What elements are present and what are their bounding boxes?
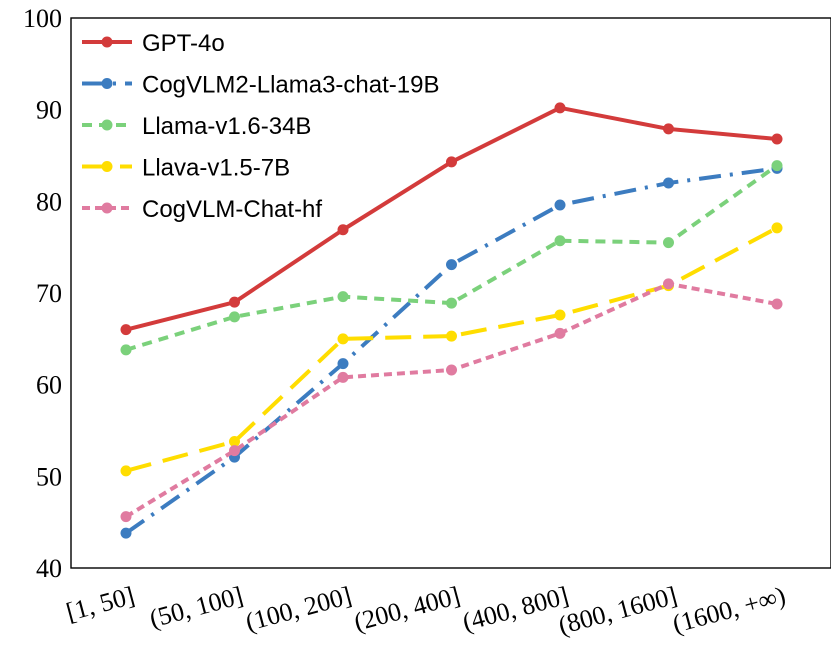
series-cogvlm2-llama3-chat-19b (120, 162, 783, 539)
legend-label: CogVLM-Chat-hf (142, 196, 322, 223)
data-point (771, 133, 783, 145)
data-point (663, 278, 674, 290)
series-line (124, 166, 778, 535)
data-point (120, 324, 132, 336)
data-point (554, 327, 566, 339)
x-tick-label: (50, 100] (146, 581, 246, 634)
legend-label: Llama-v1.6-34B (142, 113, 311, 140)
data-point (120, 527, 132, 539)
y-tick-label-40: 40 (36, 554, 62, 583)
data-point (446, 330, 457, 342)
data-point (771, 222, 783, 234)
y-tick-label-60: 60 (36, 371, 62, 400)
y-tick-label-70: 70 (36, 279, 62, 308)
data-point (554, 309, 566, 321)
legend: GPT-4o CogVLM2-Llama3-chat-19B Llama-v1.6-… (82, 30, 439, 223)
x-tick-label: (100, 200] (242, 581, 354, 637)
data-point (229, 445, 240, 457)
y-tick-label-100: 100 (23, 4, 62, 33)
data-point (337, 224, 349, 236)
data-point (337, 371, 349, 383)
data-point (663, 123, 674, 135)
y-tick-label-80: 80 (36, 187, 62, 216)
series-llama-v1-6-34b (120, 160, 783, 356)
data-point (663, 177, 674, 189)
data-point (337, 291, 349, 303)
data-point (446, 364, 457, 376)
x-tick-label: (200, 400] (351, 581, 463, 637)
plot-area-frame (70, 17, 831, 569)
data-point (446, 259, 457, 271)
series-layer (120, 102, 783, 539)
legend-item-cogvlm2-llama3-chat-19b: CogVLM2-Llama3-chat-19B (82, 72, 439, 99)
legend-marker (101, 161, 113, 172)
data-point (446, 156, 457, 168)
legend-label: CogVLM2-Llama3-chat-19B (142, 72, 439, 99)
data-point (337, 358, 349, 370)
y-tick-label-50: 50 (36, 462, 62, 491)
legend-item-llava-v1-5-7b: Llava-v1.5-7B (82, 155, 290, 182)
data-point (229, 311, 240, 323)
legend-item-llama-v1-6-34b: Llama-v1.6-34B (82, 113, 311, 140)
data-point (771, 160, 783, 172)
data-point (554, 199, 566, 211)
series-line (125, 163, 779, 352)
data-point (337, 333, 349, 345)
legend-item-gpt-4o: GPT-4o (82, 30, 225, 57)
data-point (663, 237, 674, 249)
data-point (446, 297, 457, 309)
legend-item-cogvlm-chat-hf: CogVLM-Chat-hf (82, 196, 322, 223)
x-tick-label: [1, 50] (63, 581, 137, 627)
data-point (554, 235, 566, 247)
series-cogvlm-chat-hf (120, 278, 783, 523)
data-point (554, 102, 566, 114)
data-point (771, 298, 783, 310)
legend-marker (101, 36, 113, 48)
data-point (120, 511, 132, 523)
data-point (120, 465, 132, 477)
series-gpt-4o (120, 102, 783, 336)
x-tick-label: (800, 1600] (555, 581, 680, 640)
legend-marker (101, 78, 113, 89)
x-tick-label: (1600, +∞) (669, 581, 788, 639)
y-tick-label-90: 90 (36, 96, 62, 125)
x-axis: [1, 50] (50, 100](100, 200](200, 400](400… (63, 581, 788, 640)
x-tick-label: (400, 800] (459, 581, 571, 637)
y-axis: 40 50 60 70 80 90 100 (23, 4, 62, 583)
legend-label: GPT-4o (142, 30, 225, 57)
legend-marker (101, 202, 113, 214)
data-point (229, 436, 240, 447)
legend-label: Llava-v1.5-7B (142, 155, 290, 182)
data-point (120, 344, 132, 356)
data-point (229, 296, 240, 308)
legend-marker (101, 119, 113, 131)
